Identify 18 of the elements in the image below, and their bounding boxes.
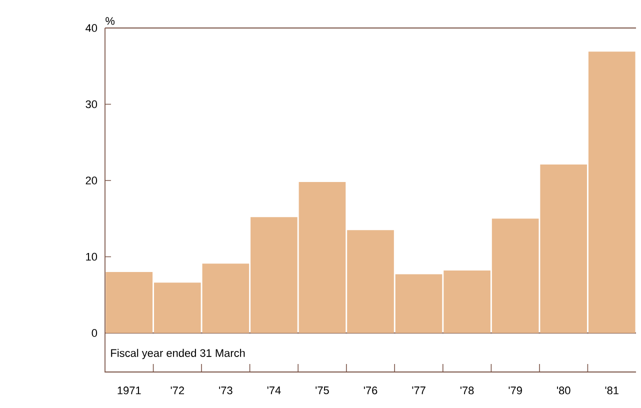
x-tick-label: '78 — [460, 386, 474, 394]
y-tick-label: 20 — [86, 176, 98, 184]
x-tick-label: '72 — [170, 386, 184, 394]
y-axis-title: % — [106, 17, 115, 25]
x-tick-label: '79 — [508, 386, 522, 394]
x-tick-label: '73 — [219, 386, 232, 394]
y-tick-label: 40 — [86, 24, 98, 32]
x-tick-label: '75 — [316, 386, 329, 394]
x-axis-title: Fiscal year ended 31 March — [111, 348, 245, 360]
x-tick-label: '74 — [267, 386, 281, 394]
x-tick-label: '76 — [364, 386, 378, 394]
x-tick-label: 1971 — [118, 386, 141, 394]
y-tick-label: 30 — [86, 100, 98, 108]
y-tick-label: 0 — [92, 329, 98, 337]
y-tick-label: 10 — [86, 252, 98, 261]
x-tick-label: '80 — [557, 386, 570, 394]
x-tick-label: '77 — [412, 386, 426, 394]
x-tick-label: '81 — [605, 386, 618, 394]
